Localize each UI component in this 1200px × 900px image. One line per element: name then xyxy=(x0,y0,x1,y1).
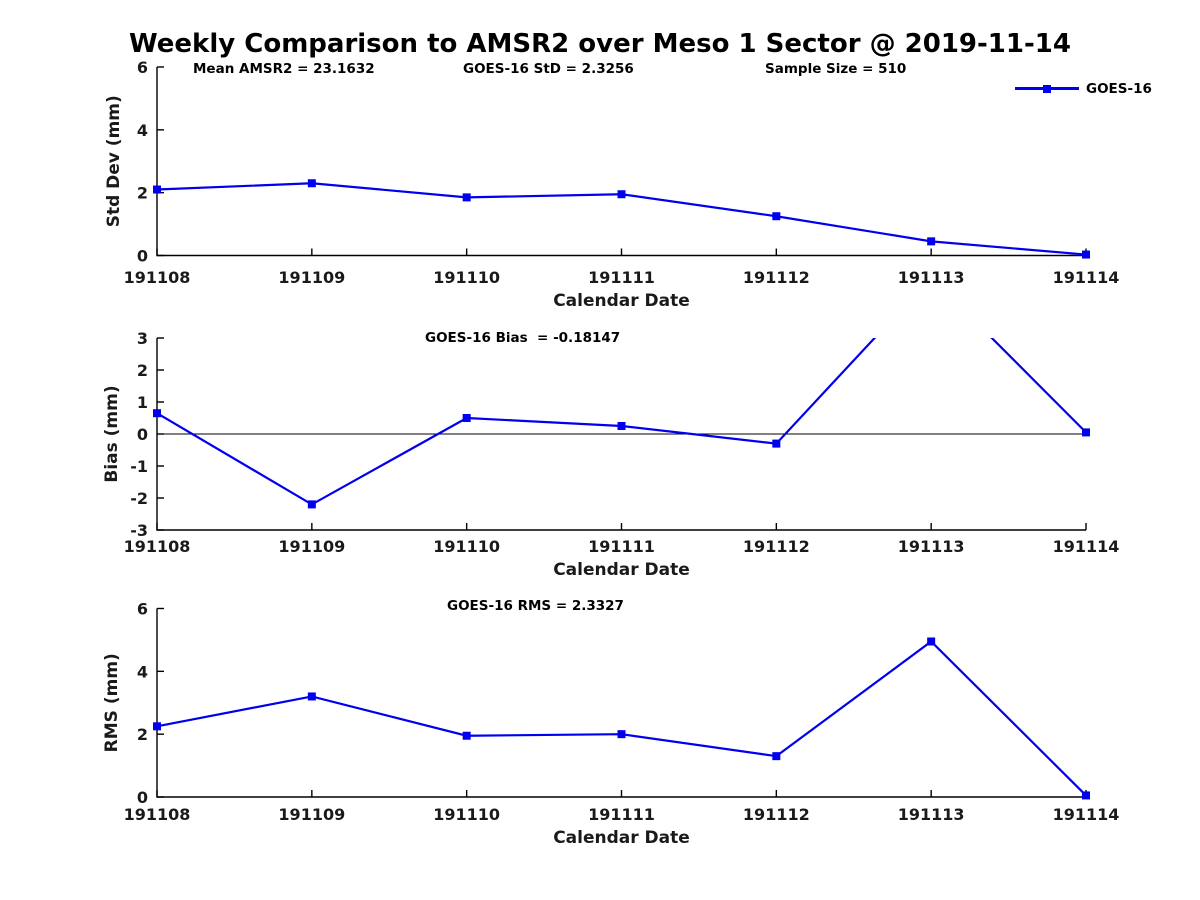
annotation-text: GOES-16 RMS = 2.3327 xyxy=(447,598,624,614)
x-tick-label: 191108 xyxy=(124,268,191,287)
data-point-marker xyxy=(617,190,626,199)
data-point-marker xyxy=(462,414,471,422)
y-tick-label: 0 xyxy=(137,425,148,444)
data-point-marker xyxy=(307,692,316,701)
x-tick-label: 191110 xyxy=(433,537,500,556)
y-axis-label: RMS (mm) xyxy=(102,653,122,752)
x-tick-label: 191108 xyxy=(124,537,191,556)
x-tick-label: 191113 xyxy=(898,805,965,824)
x-tick-label: 191113 xyxy=(898,268,965,287)
data-point-marker xyxy=(1082,791,1090,800)
x-tick-label: 191110 xyxy=(433,805,500,824)
chart-title: Weekly Comparison to AMSR2 over Meso 1 S… xyxy=(129,29,1071,59)
y-axis-label: Bias (mm) xyxy=(102,385,122,482)
y-tick-label: 0 xyxy=(137,247,148,266)
x-tick-label: 191114 xyxy=(1053,805,1120,824)
annotation-text: Mean AMSR2 = 23.1632 xyxy=(193,61,375,77)
legend-square-marker-icon xyxy=(1043,84,1051,93)
series-line-goes16 xyxy=(156,640,1087,797)
x-tick-label: 191109 xyxy=(278,537,345,556)
y-tick-label: -3 xyxy=(130,521,148,540)
x-tick-label: 191108 xyxy=(124,805,191,824)
x-tick-label: 191112 xyxy=(743,805,810,824)
y-axis-label: Std Dev (mm) xyxy=(104,95,124,227)
y-tick-label: 2 xyxy=(137,361,148,380)
x-tick-label: 191112 xyxy=(743,537,810,556)
x-tick-label: 191111 xyxy=(588,537,655,556)
series-line-goes16 xyxy=(156,338,1087,506)
data-point-marker xyxy=(153,409,161,418)
y-tick-label: 6 xyxy=(137,58,148,77)
x-tick-label: 191109 xyxy=(278,805,345,824)
x-tick-label: 191111 xyxy=(588,805,655,824)
y-tick-label: -2 xyxy=(130,489,148,508)
data-point-marker xyxy=(307,179,316,188)
data-point-marker xyxy=(772,212,781,221)
x-axis-label: Calendar Date xyxy=(553,291,690,310)
x-axis-label: Calendar Date xyxy=(553,828,690,848)
data-point-marker xyxy=(617,730,626,739)
x-tick-label: 191114 xyxy=(1053,537,1120,556)
data-point-marker xyxy=(307,500,316,509)
data-point-marker xyxy=(927,637,936,646)
legend-line-sample xyxy=(1015,84,1079,93)
data-point-marker xyxy=(153,722,161,731)
axis-lines xyxy=(156,67,1086,257)
y-tick-label: 0 xyxy=(137,788,148,807)
x-tick-label: 191110 xyxy=(433,268,500,287)
std-dev-subplot: 0 2 4 6 191108 191109 191110 191111 191112 191113… xyxy=(104,58,1120,310)
bias-subplot: -3 -2 -1 0 1 2 3 191108 191109 191110 191111 191112… xyxy=(102,329,1120,580)
data-point-marker xyxy=(462,193,471,202)
annotation-text: GOES-16 Bias = -0.18147 xyxy=(425,330,620,346)
y-tick-label: 2 xyxy=(137,725,148,744)
data-point-marker xyxy=(1082,250,1090,259)
x-tick-label: 191111 xyxy=(588,268,655,287)
y-tick-label: 2 xyxy=(137,184,148,203)
y-tick-label: 4 xyxy=(137,121,148,140)
data-point-marker xyxy=(153,185,161,194)
x-axis-label: Calendar Date xyxy=(553,560,690,580)
y-tick-label: 1 xyxy=(137,393,148,412)
y-tick-label: -1 xyxy=(130,457,148,476)
legend: GOES-16 xyxy=(1015,80,1152,97)
data-point-marker xyxy=(772,439,781,448)
rms-subplot: 0 2 4 6 191108 191109 191110 191111 191112 191113… xyxy=(102,598,1120,848)
x-tick-label: 191113 xyxy=(898,537,965,556)
x-tick-label: 191109 xyxy=(278,268,345,287)
legend-label: GOES-16 xyxy=(1086,80,1152,97)
y-tick-label: 6 xyxy=(137,600,148,619)
annotation-text: Sample Size = 510 xyxy=(765,61,906,77)
annotation-text: GOES-16 StD = 2.3256 xyxy=(463,61,634,77)
data-point-marker xyxy=(772,752,781,761)
data-point-marker xyxy=(462,731,471,740)
x-tick-label: 191114 xyxy=(1053,268,1120,287)
data-point-marker xyxy=(1082,428,1090,437)
y-tick-label: 3 xyxy=(137,329,148,348)
x-tick-label: 191112 xyxy=(743,268,810,287)
y-tick-label: 4 xyxy=(137,662,148,681)
data-point-marker xyxy=(617,422,626,430)
data-point-marker xyxy=(927,237,936,246)
axis-lines xyxy=(156,608,1086,798)
